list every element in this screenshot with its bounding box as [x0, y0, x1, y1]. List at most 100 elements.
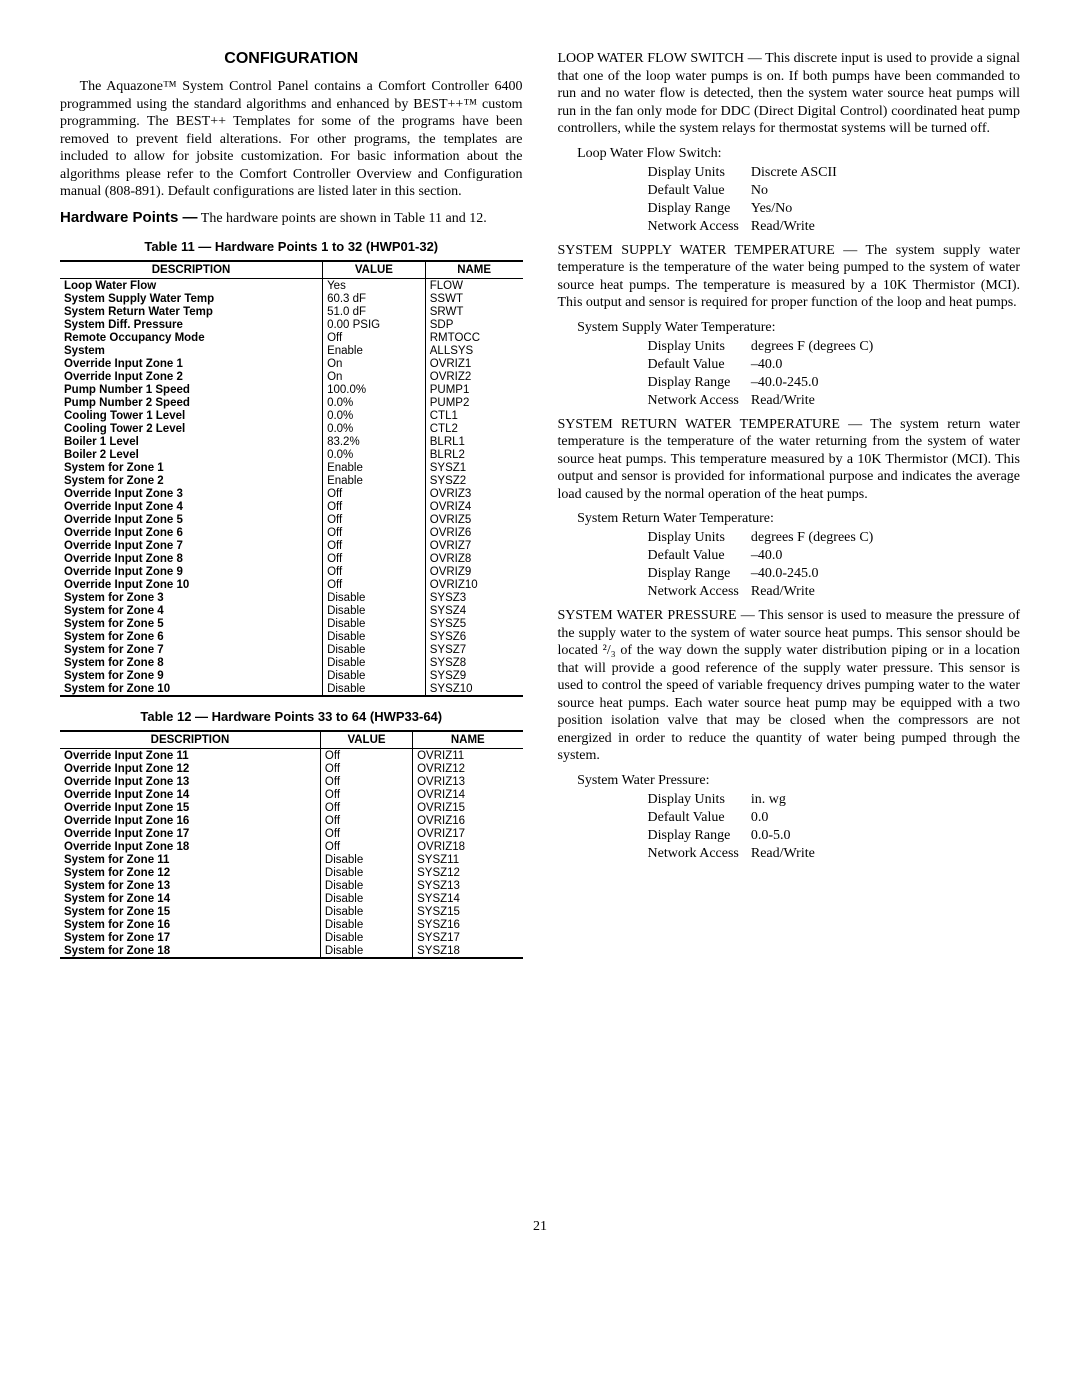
param-value: Yes/No: [751, 200, 849, 218]
cell-description: System Diff. Pressure: [60, 318, 323, 331]
cell-description: Override Input Zone 3: [60, 487, 323, 500]
cell-name: OVRIZ18: [413, 840, 523, 853]
table-row: Boiler 1 Level83.2%BLRL1: [60, 435, 523, 448]
cell-description: System for Zone 7: [60, 643, 323, 656]
param-label: Default Value: [648, 356, 751, 374]
cell-value: Off: [323, 500, 426, 513]
param-label: Display Units: [648, 791, 751, 809]
cell-name: SDP: [425, 318, 522, 331]
table-row: System for Zone 8DisableSYSZ8: [60, 656, 523, 669]
param-row: Default Value0.0: [648, 809, 827, 827]
cell-value: Disable: [320, 931, 412, 944]
table-row: System for Zone 14DisableSYSZ14: [60, 892, 523, 905]
cell-description: Boiler 1 Level: [60, 435, 323, 448]
cell-description: Cooling Tower 2 Level: [60, 422, 323, 435]
th-name: NAME: [425, 261, 522, 279]
cell-description: Override Input Zone 5: [60, 513, 323, 526]
param-label: Network Access: [648, 218, 751, 236]
swp-params: Display Unitsin. wgDefault Value0.0Displ…: [648, 791, 1021, 863]
table-row: Override Input Zone 8OffOVRIZ8: [60, 552, 523, 565]
cell-name: SYSZ3: [425, 591, 522, 604]
cell-value: 0.0%: [323, 409, 426, 422]
table-row: Override Input Zone 5OffOVRIZ5: [60, 513, 523, 526]
cell-value: Disable: [323, 669, 426, 682]
cell-name: PUMP1: [425, 383, 522, 396]
table-row: System for Zone 16DisableSYSZ16: [60, 918, 523, 931]
cell-value: 0.0%: [323, 422, 426, 435]
cell-description: System for Zone 12: [60, 866, 320, 879]
table-row: System for Zone 12DisableSYSZ12: [60, 866, 523, 879]
cell-name: SYSZ7: [425, 643, 522, 656]
table-row: System for Zone 18DisableSYSZ18: [60, 944, 523, 958]
table-row: Override Input Zone 11OffOVRIZ11: [60, 749, 523, 763]
param-value: –40.0: [751, 356, 885, 374]
cell-value: Disable: [323, 643, 426, 656]
table-row: Override Input Zone 13OffOVRIZ13: [60, 775, 523, 788]
param-label: Display Range: [648, 200, 751, 218]
cell-name: SYSZ8: [425, 656, 522, 669]
cell-description: System Supply Water Temp: [60, 292, 323, 305]
th-description: DESCRIPTION: [60, 261, 323, 279]
table-row: System for Zone 13DisableSYSZ13: [60, 879, 523, 892]
table-row: Override Input Zone 2OnOVRIZ2: [60, 370, 523, 383]
sswt-paragraph: SYSTEM SUPPLY WATER TEMPERATURE — The sy…: [558, 242, 1021, 312]
cell-value: 83.2%: [323, 435, 426, 448]
table-row: System Return Water Temp51.0 dFSRWT: [60, 305, 523, 318]
table-row: Override Input Zone 15OffOVRIZ15: [60, 801, 523, 814]
cell-value: Off: [320, 814, 412, 827]
cell-description: Pump Number 1 Speed: [60, 383, 323, 396]
param-label: Default Value: [648, 809, 751, 827]
cell-value: Off: [323, 487, 426, 500]
cell-name: CTL2: [425, 422, 522, 435]
cell-value: Off: [323, 539, 426, 552]
cell-value: Enable: [323, 344, 426, 357]
table-header-row: DESCRIPTION VALUE NAME: [60, 261, 523, 279]
table-row: SystemEnableALLSYS: [60, 344, 523, 357]
cell-value: 0.0%: [323, 396, 426, 409]
table11: DESCRIPTION VALUE NAME Loop Water FlowYe…: [60, 260, 523, 697]
cell-description: System for Zone 1: [60, 461, 323, 474]
cell-name: SYSZ5: [425, 617, 522, 630]
cell-description: Override Input Zone 9: [60, 565, 323, 578]
param-value: 0.0-5.0: [751, 827, 827, 845]
cell-description: System: [60, 344, 323, 357]
cell-value: Off: [320, 801, 412, 814]
cell-value: Yes: [323, 279, 426, 293]
table-row: System Diff. Pressure0.00 PSIGSDP: [60, 318, 523, 331]
cell-description: Override Input Zone 8: [60, 552, 323, 565]
cell-description: System for Zone 3: [60, 591, 323, 604]
cell-value: Disable: [320, 905, 412, 918]
cell-name: SYSZ10: [425, 682, 522, 696]
page-number: 21: [60, 1219, 1020, 1235]
cell-name: SRWT: [425, 305, 522, 318]
cell-description: Override Input Zone 10: [60, 578, 323, 591]
cell-name: OVRIZ5: [425, 513, 522, 526]
table-row: Override Input Zone 18OffOVRIZ18: [60, 840, 523, 853]
cell-description: System for Zone 2: [60, 474, 323, 487]
cell-value: Off: [320, 827, 412, 840]
cell-description: System for Zone 15: [60, 905, 320, 918]
cell-description: System for Zone 8: [60, 656, 323, 669]
cell-description: Cooling Tower 1 Level: [60, 409, 323, 422]
table-row: System for Zone 11DisableSYSZ11: [60, 853, 523, 866]
cell-name: OVRIZ11: [413, 749, 523, 763]
cell-name: OVRIZ15: [413, 801, 523, 814]
param-value: degrees F (degrees C): [751, 529, 885, 547]
table-row: System for Zone 1EnableSYSZ1: [60, 461, 523, 474]
cell-name: SYSZ12: [413, 866, 523, 879]
param-row: Display UnitsDiscrete ASCII: [648, 164, 849, 182]
cell-name: OVRIZ17: [413, 827, 523, 840]
cell-value: On: [323, 370, 426, 383]
cell-value: Off: [323, 331, 426, 344]
table-row: Override Input Zone 17OffOVRIZ17: [60, 827, 523, 840]
cell-value: Enable: [323, 474, 426, 487]
left-column: CONFIGURATION The Aquazone™ System Contr…: [60, 50, 523, 959]
param-label: Display Units: [648, 529, 751, 547]
cell-description: System for Zone 6: [60, 630, 323, 643]
param-row: Default Value–40.0: [648, 356, 886, 374]
param-row: Display Unitsdegrees F (degrees C): [648, 529, 886, 547]
cell-description: Override Input Zone 7: [60, 539, 323, 552]
cell-name: BLRL1: [425, 435, 522, 448]
cell-description: System for Zone 5: [60, 617, 323, 630]
param-label: Default Value: [648, 547, 751, 565]
